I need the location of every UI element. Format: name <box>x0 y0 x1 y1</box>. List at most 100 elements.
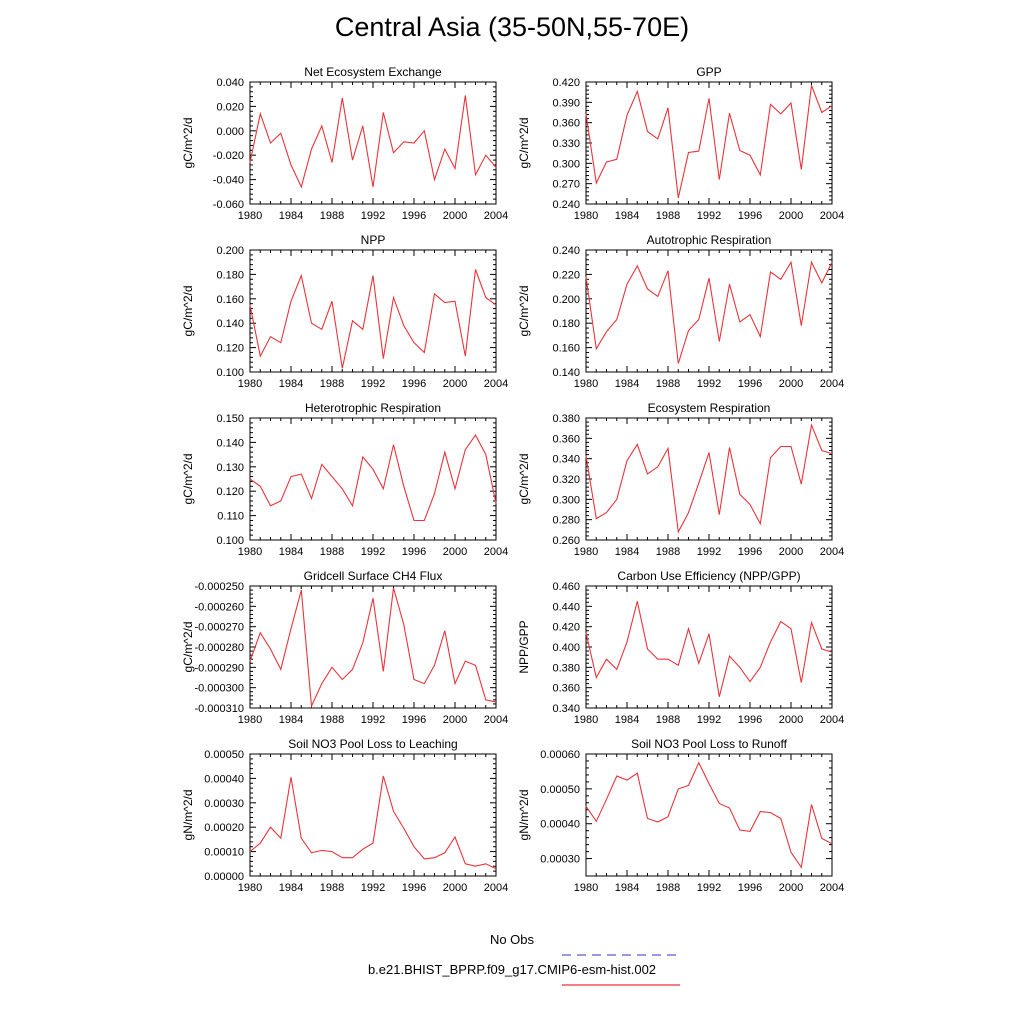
y-tick-label: -0.000290 <box>194 662 244 674</box>
x-tick-label: 1992 <box>361 378 385 390</box>
y-axis-label: NPP/GPP <box>517 620 531 673</box>
x-tick-label: 1988 <box>656 546 680 558</box>
chart-panel-6: Gridcell Surface CH4 Flux gC/m^2/d 1980 198… <box>181 569 508 726</box>
panel-title: Net Ecosystem Exchange <box>304 65 442 79</box>
y-axis-label: gC/m^2/d <box>181 454 195 505</box>
series-line-0 <box>249 775 497 870</box>
series-line-0 <box>249 269 497 369</box>
y-tick-label: 0.040 <box>216 77 244 89</box>
x-tick-label: 1988 <box>656 378 680 390</box>
x-tick-label: 1996 <box>402 378 426 390</box>
y-tick-label: 0.380 <box>552 662 580 674</box>
x-tick-label: 1984 <box>615 714 639 726</box>
y-tick-label: 0.240 <box>552 245 580 257</box>
x-tick-label: 2000 <box>779 714 803 726</box>
panel-title: GPP <box>696 65 721 79</box>
y-tick-label: 0.100 <box>216 367 244 379</box>
x-tick-label: 2004 <box>820 714 844 726</box>
x-tick-label: 2004 <box>484 378 508 390</box>
y-tick-label: 0.110 <box>217 511 244 523</box>
y-tick-label: 0.280 <box>552 515 580 527</box>
x-tick-label: 2000 <box>779 882 803 894</box>
series-line-0 <box>585 260 833 364</box>
x-tick-label: 1996 <box>738 546 762 558</box>
y-tick-label: 0.120 <box>216 486 244 498</box>
y-tick-label: -0.000310 <box>194 703 244 715</box>
y-tick-label: 0.00040 <box>204 773 244 785</box>
y-tick-label: 0.360 <box>552 118 580 130</box>
x-tick-label: 1980 <box>238 546 262 558</box>
x-tick-label: 1988 <box>656 882 680 894</box>
y-tick-label: 0.140 <box>216 437 244 449</box>
y-tick-label: 0.270 <box>552 179 580 191</box>
x-tick-label: 1984 <box>279 378 303 390</box>
x-tick-label: 1996 <box>738 714 762 726</box>
x-tick-label: 2000 <box>443 546 467 558</box>
x-tick-label: 1984 <box>279 546 303 558</box>
x-tick-label: 1984 <box>615 546 639 558</box>
x-tick-label: 2004 <box>484 714 508 726</box>
panel-title: NPP <box>361 233 386 247</box>
panel-title: Ecosystem Respiration <box>648 401 771 415</box>
y-tick-label: 0.220 <box>552 269 580 281</box>
plot-frame <box>249 249 497 373</box>
y-tick-label: 0.340 <box>552 703 580 715</box>
x-tick-label: 1988 <box>320 378 344 390</box>
series-line-0 <box>585 761 833 869</box>
legend-label-model: b.e21.BHIST_BPRP.f09_g17.CMIP6-esm-hist.… <box>367 962 657 977</box>
x-tick-label: 1984 <box>615 210 639 222</box>
x-tick-label: 1980 <box>574 882 598 894</box>
series-line-0 <box>585 85 833 199</box>
y-tick-label: 0.00040 <box>540 819 580 831</box>
series-line-0 <box>249 434 497 522</box>
x-tick-label: 1984 <box>279 210 303 222</box>
legend-label-obs: No Obs <box>489 932 535 947</box>
x-tick-label: 1996 <box>402 882 426 894</box>
x-tick-label: 1980 <box>238 714 262 726</box>
x-tick-label: 2004 <box>484 882 508 894</box>
y-tick-label: -0.040 <box>213 175 244 187</box>
y-tick-label: 0.180 <box>216 269 244 281</box>
y-tick-label: 0.390 <box>552 97 580 109</box>
y-axis-label: gC/m^2/d <box>181 622 195 673</box>
x-tick-label: 1980 <box>574 546 598 558</box>
x-tick-label: 1996 <box>402 210 426 222</box>
panel-title: Soil NO3 Pool Loss to Runoff <box>631 737 788 751</box>
x-tick-label: 1980 <box>238 378 262 390</box>
x-tick-label: 1988 <box>320 210 344 222</box>
x-tick-label: 1996 <box>402 714 426 726</box>
x-tick-label: 1980 <box>574 378 598 390</box>
x-tick-label: 1992 <box>697 546 721 558</box>
x-tick-label: 2000 <box>443 210 467 222</box>
y-tick-label: 0.160 <box>216 294 244 306</box>
x-tick-label: 2004 <box>820 546 844 558</box>
panel-title: Heterotrophic Respiration <box>305 401 441 415</box>
x-tick-label: 2000 <box>779 546 803 558</box>
x-tick-label: 1992 <box>361 546 385 558</box>
chart-panel-3: Autotrophic Respiration gC/m^2/d 1980 1984 1… <box>517 233 844 390</box>
plot-frame <box>249 417 497 541</box>
panel-title: Gridcell Surface CH4 Flux <box>304 569 443 583</box>
x-tick-label: 1992 <box>697 210 721 222</box>
x-tick-label: 1984 <box>615 378 639 390</box>
chart-panel-5: Ecosystem Respiration gC/m^2/d 1980 1984 198… <box>517 401 844 558</box>
y-tick-label: -0.060 <box>213 199 244 211</box>
x-tick-label: 1988 <box>320 882 344 894</box>
y-tick-label: 0.00030 <box>540 854 580 866</box>
y-tick-label: -0.000260 <box>194 601 244 613</box>
series-line-0 <box>249 587 497 709</box>
x-tick-label: 1996 <box>738 210 762 222</box>
y-tick-label: 0.300 <box>552 158 580 170</box>
chart-panel-7: Carbon Use Efficiency (NPP/GPP) NPP/GPP 19… <box>517 569 844 726</box>
y-axis-label: gN/m^2/d <box>181 790 195 841</box>
y-axis-label: gC/m^2/d <box>517 118 531 169</box>
y-tick-label: 0.00010 <box>204 847 244 859</box>
y-tick-label: 0.340 <box>552 454 580 466</box>
x-tick-label: 1988 <box>320 714 344 726</box>
x-tick-label: 1988 <box>320 546 344 558</box>
y-tick-label: 0.140 <box>552 367 580 379</box>
y-tick-label: 0.260 <box>552 535 580 547</box>
y-tick-label: 0.420 <box>552 77 580 89</box>
x-tick-label: 1992 <box>361 714 385 726</box>
